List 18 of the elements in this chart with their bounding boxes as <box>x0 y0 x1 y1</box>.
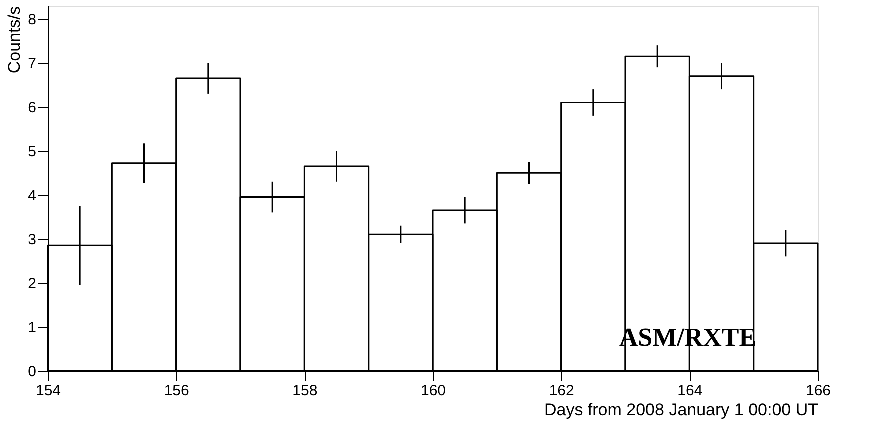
y-tick-label: 5 <box>28 144 36 161</box>
x-tick-label: 166 <box>806 382 832 400</box>
y-axis-title: Counts/s <box>5 6 24 74</box>
x-tick-label: 158 <box>292 382 318 400</box>
y-tick-label: 8 <box>28 12 36 29</box>
y-tick-label: 7 <box>28 56 36 73</box>
x-tick-label: 164 <box>678 382 703 400</box>
y-tick-label: 3 <box>28 232 36 249</box>
y-tick-label: 1 <box>28 320 36 337</box>
x-tick-label: 160 <box>420 382 446 400</box>
x-tick-label: 154 <box>36 382 62 400</box>
x-axis-title: Days from 2008 January 1 00:00 UT <box>544 400 818 420</box>
x-tick-label: 162 <box>549 382 574 400</box>
y-tick-label: 4 <box>28 188 36 205</box>
y-tick-label: 2 <box>28 276 36 293</box>
y-tick-label: 6 <box>28 100 36 117</box>
y-tick-label: 0 <box>28 364 36 380</box>
x-tick-label: 156 <box>164 382 190 400</box>
